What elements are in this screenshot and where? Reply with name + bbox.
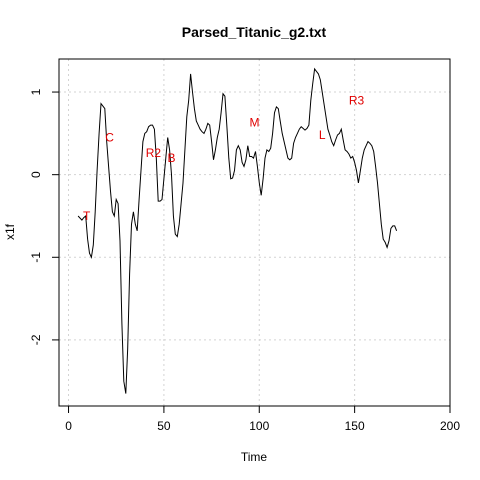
x-tick-label: 100 [249,419,269,433]
x-tick-label: 200 [440,419,460,433]
x-tick-label: 0 [65,419,72,433]
annotation-r2: R2 [146,146,162,160]
y-tick-label: 0 [29,171,43,178]
y-tick-label: -1 [29,252,43,263]
annotation-l: L [319,128,326,142]
annotation-b: B [168,151,176,165]
plot-frame [58,58,451,407]
chart-title: Parsed_Titanic_g2.txt [182,24,327,40]
annotation-r3: R3 [349,93,365,107]
y-axis-label: x1f [3,223,17,240]
y-axis: -2 -1 0 1 [29,88,59,345]
annotation-c: C [105,130,114,144]
grid [59,59,451,406]
y-tick-label: 1 [29,88,43,95]
annotations: T C R2 B M L R3 [83,93,365,223]
series-line-x1f [77,67,398,394]
annotation-m: M [250,116,260,130]
x-axis-label: Time [241,450,268,464]
x-tick-label: 150 [345,419,365,433]
y-tick-label: -2 [29,334,43,345]
x-axis: 0 50 100 150 200 [65,406,460,433]
x-tick-label: 50 [157,419,171,433]
annotation-t: T [83,209,91,223]
